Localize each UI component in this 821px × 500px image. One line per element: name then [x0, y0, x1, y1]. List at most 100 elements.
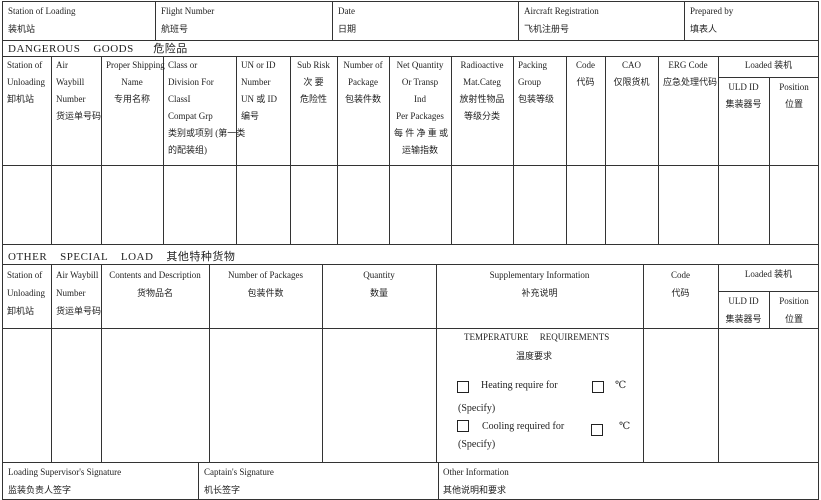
- cell-text-line: Mat.Categ: [463, 77, 501, 87]
- grid-line: [2, 244, 819, 245]
- dg-column-header: Air Waybill Number 货运单号码: [56, 57, 101, 125]
- grid-line: [101, 264, 102, 462]
- cell-text-line: 专用名称: [113, 94, 150, 104]
- cooling-specify: (Specify): [458, 439, 496, 450]
- dg-column-header: CAO 仅限货机: [610, 57, 653, 91]
- cell-text-line: 应急处理代码: [663, 77, 718, 87]
- dg-uld-id-header: ULD ID 集装器号: [718, 79, 769, 113]
- cell-text-line: Loading Supervisor's Signature: [8, 467, 122, 477]
- grid-line: [163, 56, 164, 244]
- grid-line: [718, 77, 819, 78]
- cell-text-line: 编号: [241, 111, 260, 121]
- cell-text-line: Code: [671, 270, 690, 280]
- cell-text-line: Air: [56, 60, 68, 70]
- header-date: Date 日期: [338, 2, 488, 38]
- cell-text-line: Code: [576, 60, 595, 70]
- grid-line: [769, 77, 770, 244]
- cell-text-line: 危险性: [299, 94, 327, 104]
- header-prepared-by: Prepared by 填表人: [690, 2, 821, 38]
- cooling-unit: ℃: [619, 421, 631, 432]
- cell-text-line: Ind: [414, 94, 426, 104]
- osl-loaded-header: Loaded 装机: [744, 269, 793, 279]
- cooling-label: Cooling required for: [482, 421, 565, 432]
- cell-text-line: 其他说明和要求: [443, 485, 507, 495]
- grid-line: [718, 291, 819, 292]
- grid-line: [290, 56, 291, 244]
- cell-text-line: Number: [241, 77, 271, 87]
- dg-column-header: Radioactive Mat.Categ 放射性物品 等级分类: [456, 57, 508, 125]
- osl-position-header: Position 位置: [769, 292, 819, 328]
- footer-other-information: Other Information 其他说明和要求: [443, 463, 813, 499]
- cell-text-line: Position: [779, 296, 809, 306]
- cell-text-line: ClassI: [168, 94, 191, 104]
- dg-column-header: Number of Package 包装件数: [342, 57, 384, 108]
- cell-text-line: Class or: [168, 60, 198, 70]
- cell-text-line: Proper Shipping: [106, 60, 165, 70]
- footer-loading-supervisor-signature: Loading Supervisor's Signature 监装负责人签字: [8, 463, 198, 499]
- cell-text-line: Sub Risk: [297, 60, 330, 70]
- grid-line: [389, 56, 390, 244]
- cell-text-line: 位置: [784, 314, 803, 324]
- cell-text-line: 放射性物品: [459, 94, 505, 104]
- grid-line: [436, 264, 437, 462]
- dangerous-goods-title: DANGEROUS GOODS 危险品: [8, 43, 188, 55]
- cell-text-line: 包装件数: [247, 288, 284, 298]
- cell-text-line: Position: [779, 82, 809, 92]
- dg-column-header: Station of Unloading 卸机站: [7, 57, 46, 108]
- temperature-subtitle: 温度要求: [516, 351, 553, 361]
- cell-text-line: Package: [348, 77, 378, 87]
- cell-text-line: Or Transp: [401, 77, 439, 87]
- cell-text-line: Group: [518, 77, 541, 87]
- cell-text-line: UN or ID: [241, 60, 276, 70]
- cell-text-line: Station of: [7, 270, 43, 280]
- cell-text-line: 包装等级: [518, 94, 555, 104]
- osl-column-header: Number of Packages 包装件数: [214, 266, 317, 302]
- cell-text-line: Unloading: [7, 288, 45, 298]
- dg-position-header: Position 位置: [769, 79, 819, 113]
- cell-text-line: 监装负责人签字: [8, 485, 72, 495]
- grid-line: [332, 1, 333, 40]
- grid-line: [2, 165, 819, 166]
- cell-text-line: Unloading: [7, 77, 45, 87]
- cell-text-line: 货运单号码: [56, 306, 102, 316]
- osl-column-header: Contents and Description 货物品名: [106, 266, 204, 302]
- grid-line: [658, 56, 659, 244]
- cell-text-line: CAO: [621, 60, 641, 70]
- cell-text-line: 运输指数: [401, 145, 438, 155]
- dg-column-header: Sub Risk 次 要危险性: [295, 57, 332, 108]
- grid-line: [155, 1, 156, 40]
- cell-text-line: 补充说明: [521, 288, 558, 298]
- grid-line: [718, 56, 719, 244]
- grid-line: [643, 264, 644, 462]
- heating-label: Heating require for: [481, 380, 558, 391]
- cell-text-line: 航班号: [161, 24, 189, 34]
- cooling-checkbox[interactable]: [457, 420, 469, 432]
- footer-captain-signature: Captain's Signature 机长签字: [204, 463, 434, 499]
- temperature-title: TEMPERATURE REQUIREMENTS: [464, 332, 610, 342]
- dg-column-header: Class or Division For ClassI Compat Grp 类别或项…: [168, 57, 245, 159]
- dg-column-header: Net Quantity Or Transp Ind Per Packages 每 件 …: [394, 57, 448, 159]
- cell-text-line: 装机站: [8, 24, 36, 34]
- grid-line: [51, 264, 52, 462]
- osl-uld-id-header: ULD ID 集装器号: [718, 292, 769, 328]
- cell-text-line: Number of Packages: [228, 270, 303, 280]
- osl-column-header: Code 代码: [648, 266, 713, 302]
- cell-text-line: 飞机注册号: [524, 24, 570, 34]
- cell-text-line: Compat Grp: [168, 111, 213, 121]
- cell-text-line: 位置: [784, 99, 803, 109]
- grid-line: [566, 56, 567, 244]
- cell-text-line: 集装器号: [725, 99, 762, 109]
- dg-column-header: Code 代码: [571, 57, 600, 91]
- cell-text-line: 集装器号: [725, 314, 762, 324]
- cell-text-line: Supplementary Information: [489, 270, 590, 280]
- grid-line: [2, 264, 819, 265]
- grid-line: [2, 328, 819, 329]
- heating-checkbox[interactable]: [457, 381, 469, 393]
- grid-line: [209, 264, 210, 462]
- grid-line: [718, 264, 719, 462]
- grid-line: [198, 462, 199, 499]
- osl-column-header: Supplementary Information 补充说明: [441, 266, 638, 302]
- heating-value-box[interactable]: [592, 381, 604, 393]
- cell-text-line: 代码: [671, 288, 690, 298]
- cooling-value-box[interactable]: [591, 424, 603, 436]
